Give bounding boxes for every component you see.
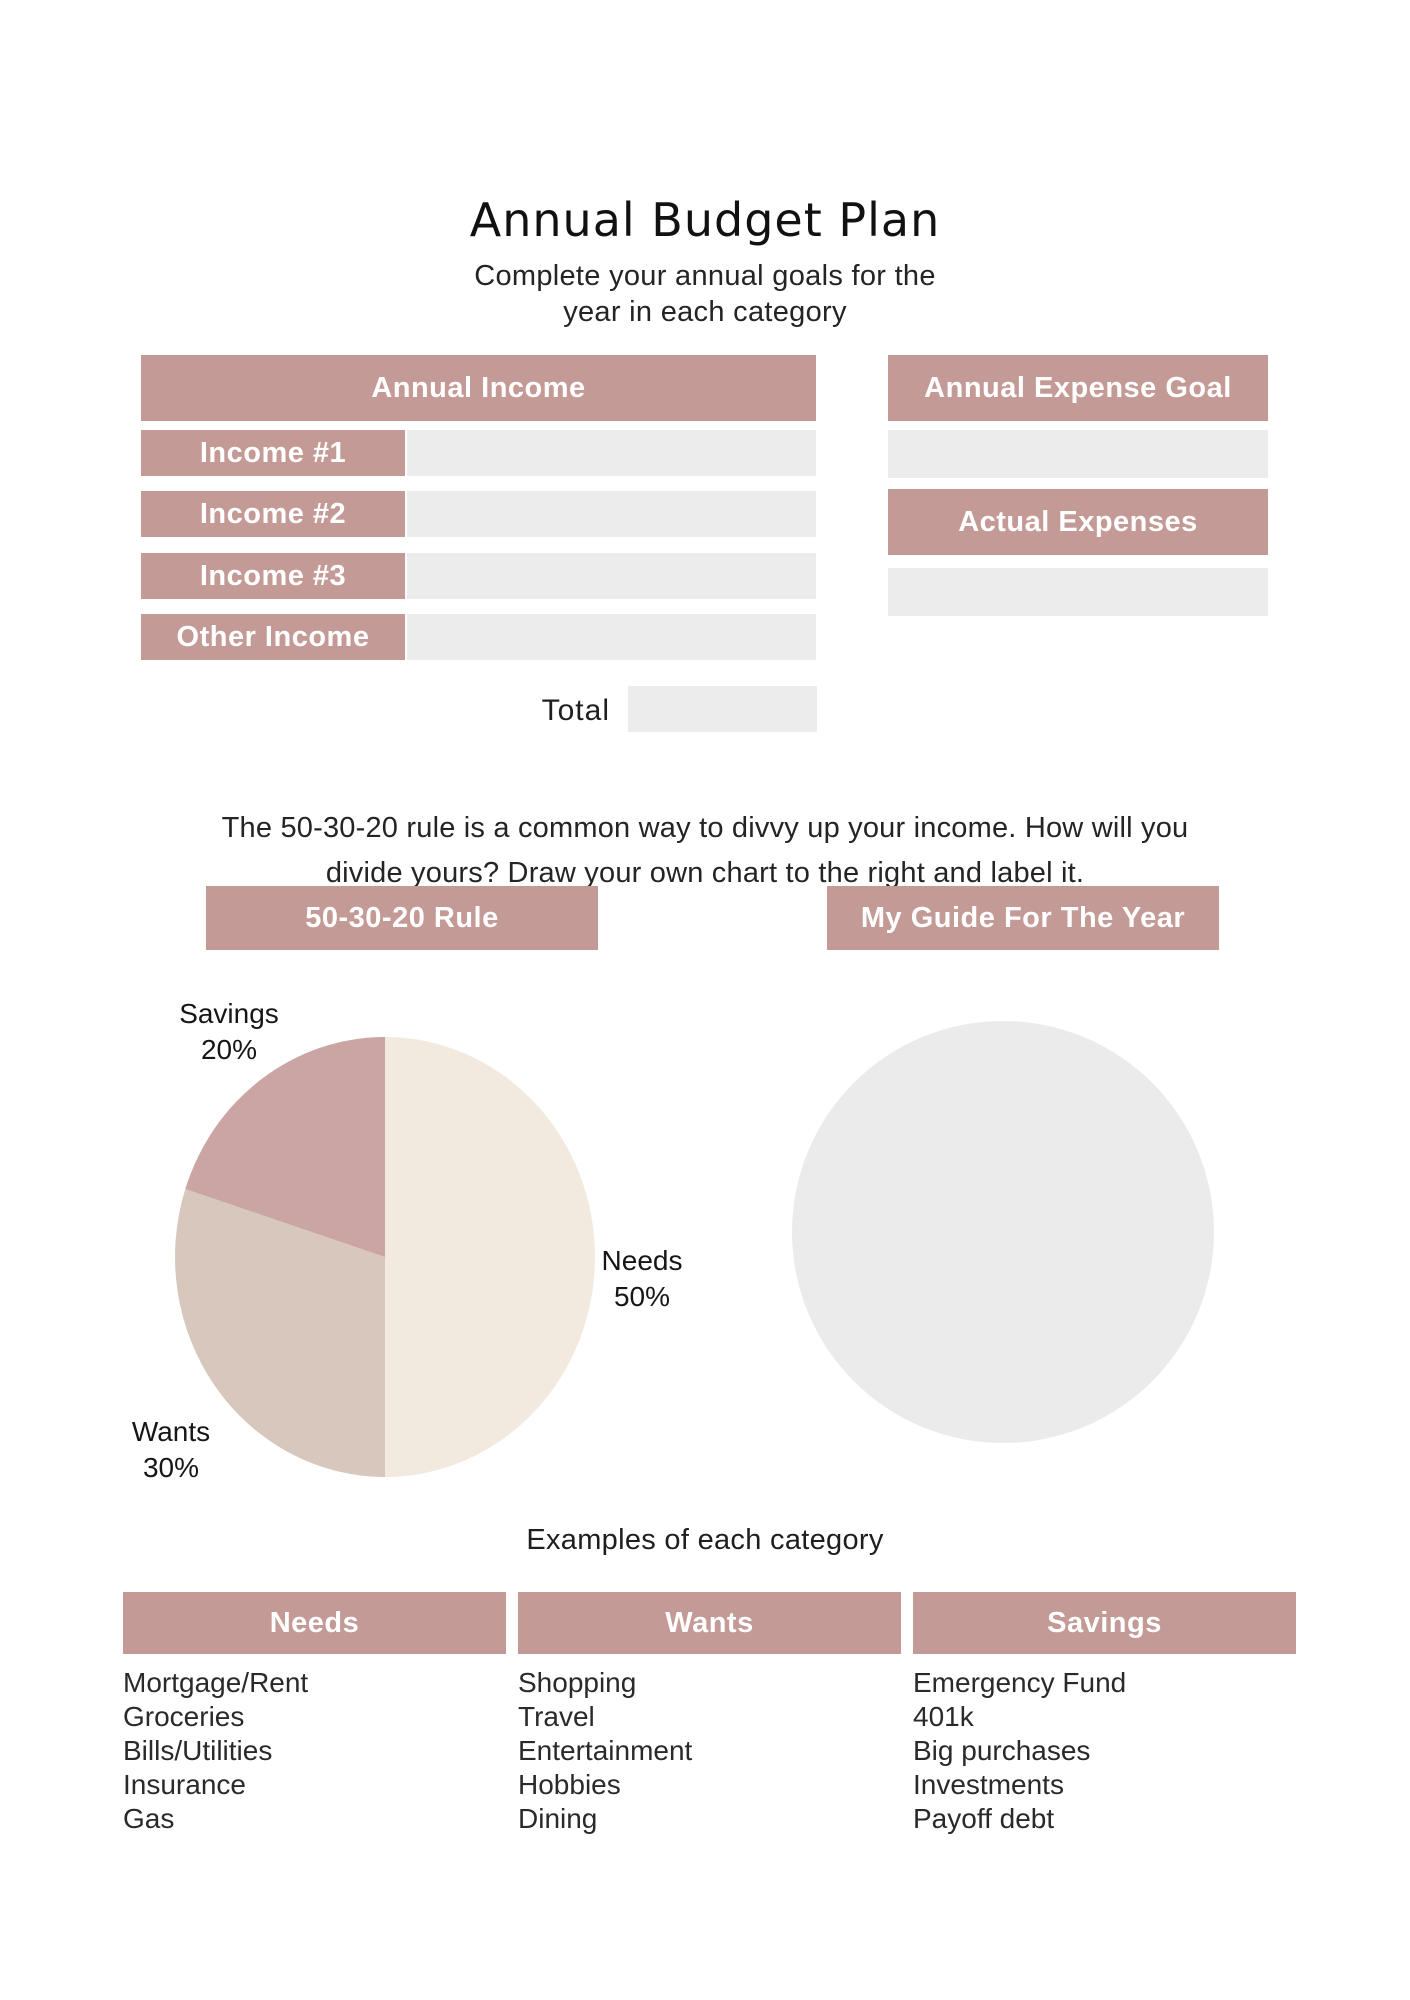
rule-intro-line1: The 50-30-20 rule is a common way to div… <box>221 812 1189 844</box>
pie-label-savings-name: Savings <box>179 998 279 1029</box>
needs-column-header: Needs <box>123 1592 506 1654</box>
income-1-label: Income #1 <box>141 430 405 476</box>
page-subtitle-line2: year in each category <box>563 296 847 328</box>
savings-list: Emergency Fund 401k Big purchases Invest… <box>913 1666 1296 1836</box>
income-3-label: Income #3 <box>141 553 405 599</box>
total-label: Total <box>541 694 610 727</box>
list-item: Big purchases <box>913 1735 1091 1766</box>
actual-expenses-field[interactable] <box>888 568 1268 616</box>
other-income-label: Other Income <box>141 614 405 660</box>
other-income-field[interactable] <box>407 614 816 660</box>
list-item: Hobbies <box>518 1769 621 1800</box>
annual-expense-goal-header: Annual Expense Goal <box>888 355 1268 421</box>
list-item: Dining <box>518 1803 598 1834</box>
annual-income-header: Annual Income <box>141 355 816 421</box>
list-item: Emergency Fund <box>913 1667 1127 1698</box>
rule-chart-header: 50-30-20 Rule <box>206 886 598 950</box>
needs-list: Mortgage/Rent Groceries Bills/Utilities … <box>123 1666 506 1836</box>
pie-label-wants-pct: 30% <box>142 1452 200 1483</box>
page-subtitle-line1: Complete your annual goals for the <box>474 260 936 292</box>
actual-expenses-header: Actual Expenses <box>888 489 1268 555</box>
list-item: Insurance <box>123 1769 246 1800</box>
income-2-field[interactable] <box>407 491 816 537</box>
list-item: 401k <box>913 1701 974 1732</box>
annual-expense-goal-field[interactable] <box>888 430 1268 478</box>
list-item: Gas <box>123 1803 175 1834</box>
list-item: Shopping <box>518 1667 637 1698</box>
wants-list: Shopping Travel Entertainment Hobbies Di… <box>518 1666 901 1836</box>
total-field[interactable] <box>628 686 817 732</box>
wants-column-header: Wants <box>518 1592 901 1654</box>
pie-label-wants: Wants 30% <box>71 1414 271 1486</box>
pie-label-wants-name: Wants <box>131 1416 211 1447</box>
list-item: Mortgage/Rent <box>123 1667 309 1698</box>
pie-slice-wants <box>175 1189 385 1477</box>
list-item: Entertainment <box>518 1735 693 1766</box>
pie-slice-savings <box>185 1037 385 1257</box>
income-1-field[interactable] <box>407 430 816 476</box>
my-guide-header: My Guide For The Year <box>827 886 1219 950</box>
list-item: Payoff debt <box>913 1803 1055 1834</box>
income-2-label: Income #2 <box>141 491 405 537</box>
list-item: Bills/Utilities <box>123 1735 273 1766</box>
examples-title: Examples of each category <box>526 1524 884 1556</box>
pie-label-needs-pct: 50% <box>613 1281 671 1312</box>
pie-label-needs-name: Needs <box>601 1245 683 1276</box>
savings-column-header: Savings <box>913 1592 1296 1654</box>
pie-label-needs: Needs 50% <box>542 1243 742 1315</box>
pie-chart-50-30-20 <box>175 1037 595 1477</box>
list-item: Investments <box>913 1769 1064 1800</box>
list-item: Groceries <box>123 1701 245 1732</box>
pie-slice-needs <box>385 1037 595 1477</box>
rule-intro-line2: divide yours? Draw your own chart to the… <box>325 857 1085 889</box>
income-3-field[interactable] <box>407 553 816 599</box>
guide-drawing-area[interactable] <box>792 1021 1214 1443</box>
pie-label-savings: Savings 20% <box>129 996 329 1068</box>
pie-label-savings-pct: 20% <box>200 1034 258 1065</box>
list-item: Travel <box>518 1701 595 1732</box>
page-title: Annual Budget Plan <box>469 193 941 247</box>
